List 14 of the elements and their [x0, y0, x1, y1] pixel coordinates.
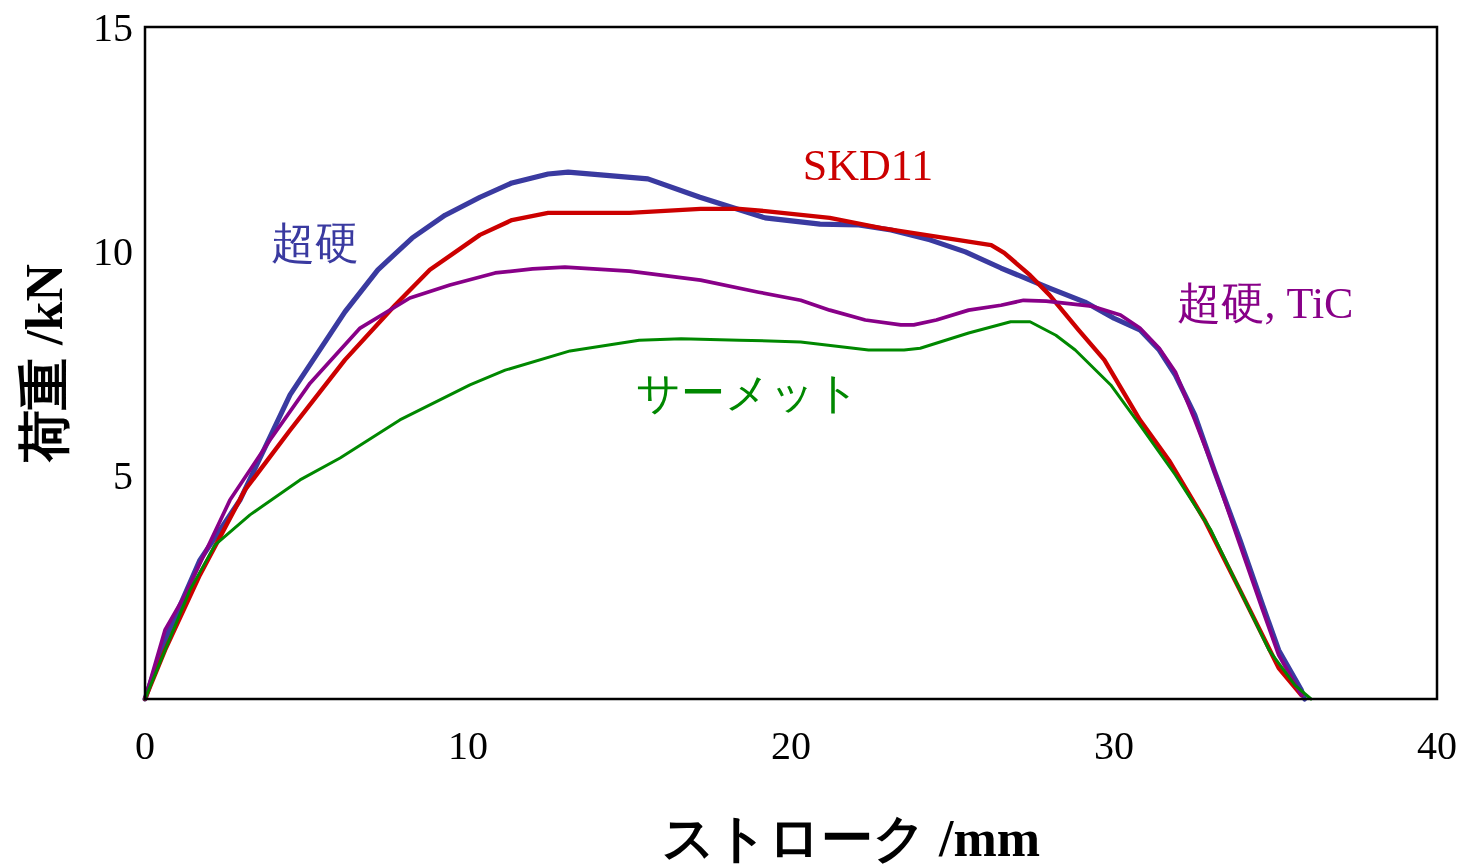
x-tick-label: 20	[771, 723, 811, 768]
y-axis-title: 荷重 /kN	[16, 264, 73, 463]
series-label: サーメット	[636, 369, 860, 418]
x-tick-label: 10	[448, 723, 488, 768]
y-tick-label: 10	[93, 229, 133, 274]
series-label: SKD11	[802, 141, 934, 190]
x-tick-label: 0	[135, 723, 155, 768]
x-axis-title: ストローク /mm	[661, 810, 1041, 864]
y-tick-label: 15	[93, 5, 133, 50]
y-tick-label: 5	[113, 453, 133, 498]
x-tick-label: 30	[1094, 723, 1134, 768]
series-label: 超硬, TiC	[1176, 279, 1354, 328]
x-tick-label: 40	[1417, 723, 1457, 768]
series-label: 超硬	[271, 219, 359, 268]
